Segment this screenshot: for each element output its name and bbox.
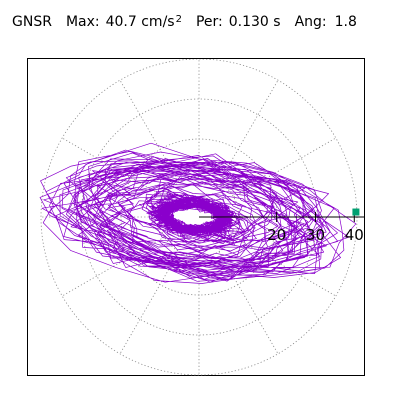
max-label: Max: bbox=[65, 14, 100, 30]
angle-label: Ang: bbox=[294, 14, 327, 30]
max-unit-exponent: 2 bbox=[175, 14, 182, 25]
radial-tick-label-40: 40 bbox=[345, 226, 364, 244]
max-amplitude-marker bbox=[352, 208, 360, 216]
grid-spoke-60 bbox=[218, 79, 279, 183]
max-value: 40.7 cm/s bbox=[105, 14, 175, 30]
plot-header: GNSR Max: 40.7 cm/s 2 Per: 0.130 s Ang: … bbox=[12, 14, 357, 30]
grid-spoke-120 bbox=[119, 79, 180, 183]
polar-plot: 20 30 40 bbox=[39, 59, 365, 376]
period-label: Per: bbox=[195, 14, 223, 30]
grid-spoke-30 bbox=[233, 137, 337, 198]
grid-spoke-330 bbox=[233, 236, 337, 297]
period-value: 0.130 s bbox=[228, 14, 281, 30]
polar-plot-frame: 20 30 40 bbox=[27, 58, 365, 376]
radial-tick-label-20: 20 bbox=[267, 226, 286, 244]
grid-spoke-300 bbox=[218, 251, 279, 355]
grid-spoke-240 bbox=[119, 251, 180, 355]
angle-value: 1.8 bbox=[334, 14, 357, 30]
particle-motion-trace bbox=[39, 142, 357, 284]
station-code: GNSR bbox=[12, 14, 52, 30]
radial-tick-label-30: 30 bbox=[306, 226, 325, 244]
